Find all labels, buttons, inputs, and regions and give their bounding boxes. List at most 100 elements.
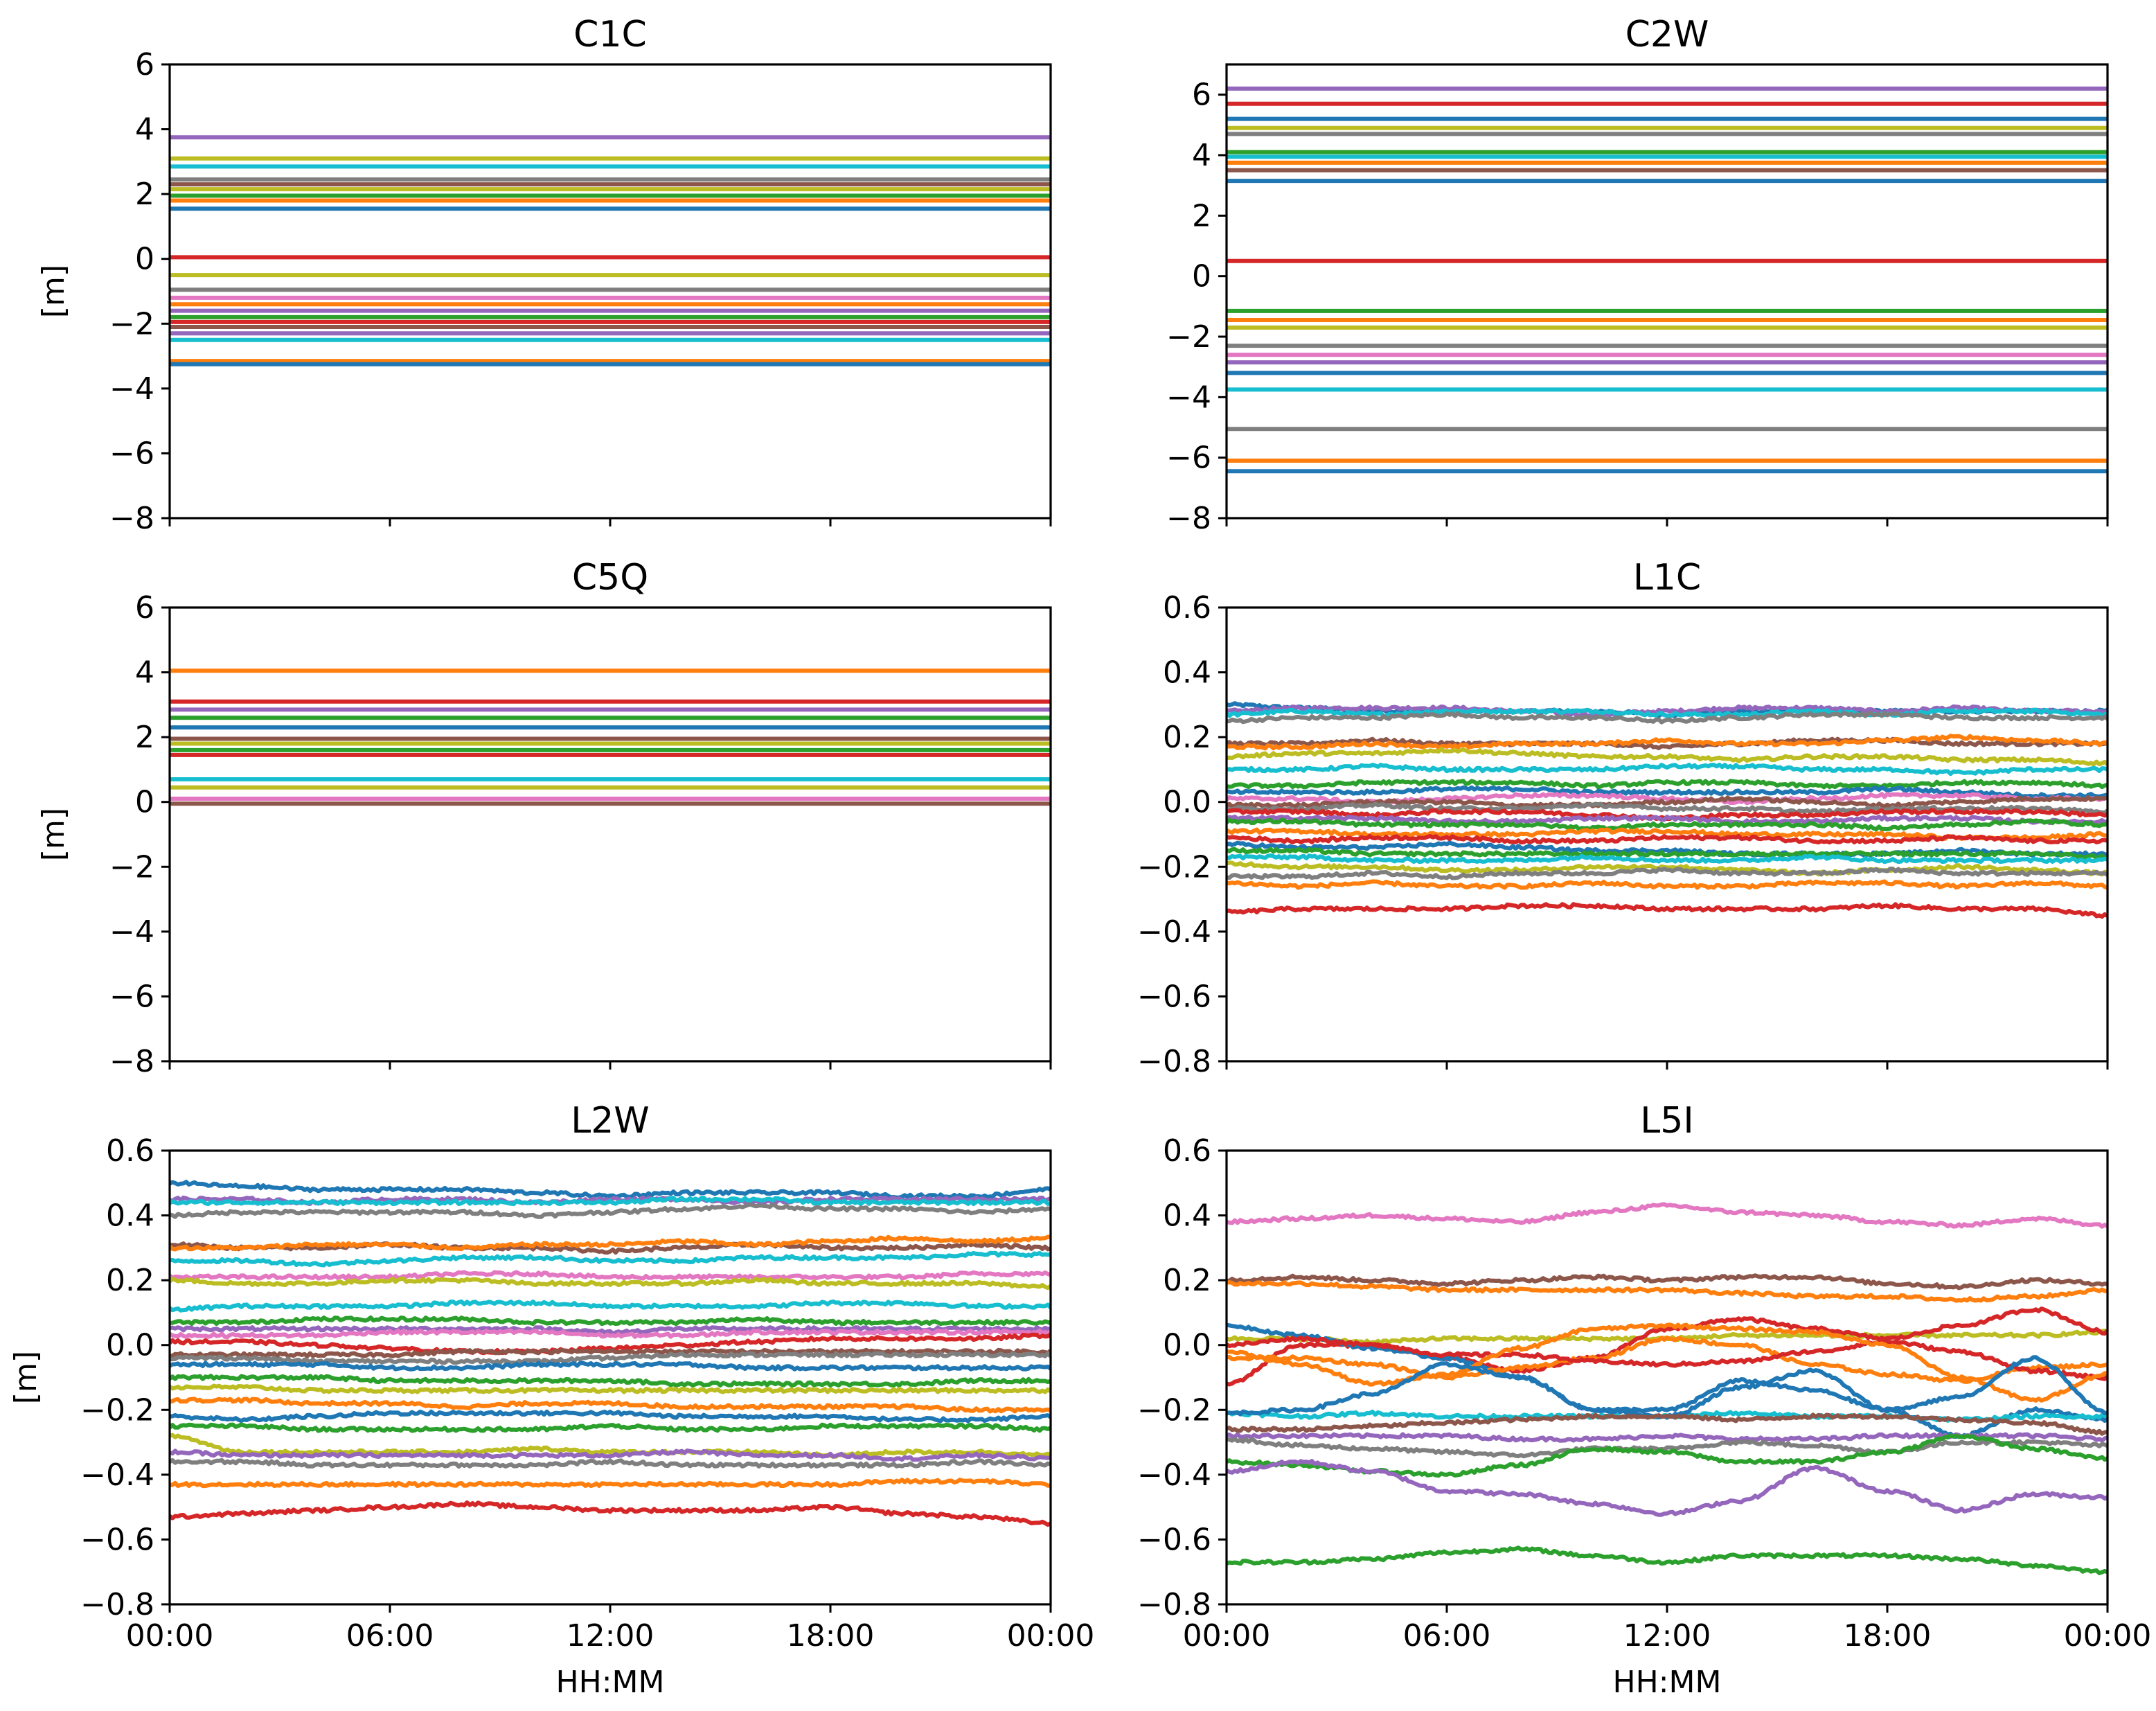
series-line-15 (1227, 814, 2108, 826)
series-line-20 (170, 1397, 1051, 1414)
y-tick-label: −0.6 (1137, 979, 1211, 1014)
series-line-7 (1227, 1335, 2108, 1384)
panel-c5q: 6 4 2 0 −2 −4 −6 −8 C5Q [m] (36, 557, 1052, 1079)
series-group (170, 1180, 1051, 1527)
y-tick-label: −6 (109, 436, 154, 471)
y-tick-label: 4 (1192, 138, 1211, 173)
series-line-17 (170, 1360, 1051, 1372)
y-tick-label: 0.2 (1163, 720, 1211, 755)
series-line-24 (1227, 879, 2108, 890)
y-tick-label: −6 (1166, 441, 1211, 476)
x-tick-label: 12:00 (1623, 1618, 1711, 1654)
series-line-1 (170, 1180, 1051, 1200)
y-tick-label: −0.4 (80, 1457, 154, 1493)
y-tick-label: 0.0 (1163, 1328, 1211, 1363)
series-line-12 (170, 1325, 1051, 1336)
y-tick-label: 0.4 (1163, 1198, 1211, 1234)
x-tick-label: 06:00 (346, 1618, 434, 1654)
panel-title: L2W (571, 1100, 649, 1142)
series-line-21 (1227, 853, 2108, 865)
panel-title: C1C (573, 14, 647, 55)
x-tick-label: 18:00 (787, 1618, 875, 1654)
series-line-3 (1227, 707, 2108, 718)
y-tick-label: 2 (135, 177, 154, 212)
series-line-25 (1227, 902, 2108, 919)
y-tick-label: 4 (135, 112, 154, 148)
series-line-2 (1227, 704, 2108, 718)
y-tick-label: 2 (135, 720, 154, 755)
y-tick-label: 6 (1192, 78, 1211, 113)
y-tick-label: 0.0 (106, 1328, 154, 1363)
x-axis-label: HH:MM (556, 1665, 665, 1700)
y-axis-label: [m] (36, 265, 71, 318)
y-tick-label: 2 (1192, 198, 1211, 233)
y-tick-label: 6 (135, 590, 154, 626)
y-tick-label: −2 (1166, 319, 1211, 355)
series-line-24 (170, 1448, 1051, 1462)
y-tick-label: −2 (109, 306, 154, 342)
series-line-16 (1227, 817, 2108, 832)
series-line-8 (170, 1270, 1051, 1281)
series-line-16 (1227, 1459, 2108, 1517)
series-line-14 (1227, 1437, 2108, 1459)
series-line-1 (1227, 1202, 2108, 1229)
x-tick-label: 00:00 (1183, 1618, 1271, 1654)
series-group (1227, 86, 2108, 474)
panel-title: L1C (1633, 557, 1701, 599)
series-line-9 (1227, 1322, 2108, 1403)
series-line-10 (1227, 785, 2108, 799)
y-tick-label: −0.8 (80, 1587, 154, 1622)
series-line-8 (1227, 763, 2108, 777)
y-tick-label: −0.2 (1137, 849, 1211, 885)
series-line-8 (1227, 1335, 2108, 1381)
x-axis-label: HH:MM (1613, 1665, 1722, 1700)
series-line-20 (1227, 846, 2108, 860)
series-line-18 (1227, 833, 2108, 845)
series-line-19 (170, 1383, 1051, 1394)
x-tick-label: 06:00 (1403, 1618, 1491, 1654)
series-line-17 (1227, 1545, 2108, 1575)
series-line-11 (170, 1315, 1051, 1327)
y-tick-label: −0.4 (1137, 914, 1211, 950)
series-line-13 (1227, 801, 2108, 815)
series-line-23 (1227, 867, 2108, 880)
series-line-7 (1227, 747, 2108, 767)
series-line-3 (170, 1196, 1051, 1207)
series-line-14 (170, 1332, 1051, 1356)
series-line-5 (170, 1241, 1051, 1255)
y-tick-label: 0.4 (1163, 655, 1211, 691)
y-tick-label: 0 (135, 242, 154, 277)
y-tick-label: −0.2 (80, 1392, 154, 1428)
series-line-23 (170, 1433, 1051, 1459)
y-tick-label: −6 (109, 979, 154, 1014)
y-axis-label: [m] (8, 1351, 44, 1404)
y-tick-label: 0.6 (106, 1133, 154, 1169)
x-tick-label: 18:00 (1844, 1618, 1932, 1654)
series-line-6 (170, 1234, 1051, 1252)
series-line-10 (170, 1299, 1051, 1313)
panel-l5i: 0.60.40.20.0−0.2−0.4−0.6−0.800:00 06:00 12… (1137, 1100, 2151, 1700)
y-tick-label: 0 (1192, 259, 1211, 294)
series-line-22 (1227, 860, 2108, 877)
series-line-12 (1227, 1412, 2108, 1436)
series-group (1227, 1202, 2108, 1575)
series-line-9 (170, 1277, 1051, 1291)
series-line-7 (170, 1250, 1051, 1268)
y-tick-label: 0.2 (106, 1263, 154, 1298)
series-line-4 (170, 1202, 1051, 1219)
series-line-5 (1227, 736, 2108, 750)
y-tick-label: −4 (109, 914, 154, 950)
series-line-9 (1227, 779, 2108, 790)
y-tick-label: −0.8 (1137, 1587, 1211, 1622)
x-tick-label: 00:00 (1007, 1618, 1095, 1654)
series-line-3 (1227, 1280, 2108, 1303)
panel-l1c: 0.6 0.4 0.2 0.0 −0.2 −0.4 −0.6 −0.8 L1C (1137, 557, 2109, 1079)
panel-c1c: 6 4 2 0 −2 −4 −6 −8 C1C [m] (36, 14, 1052, 536)
series-line-27 (170, 1500, 1051, 1527)
y-tick-label: 4 (135, 655, 154, 691)
series-group (1227, 701, 2108, 919)
series-line-6 (1227, 734, 2108, 751)
series-line-22 (170, 1422, 1051, 1433)
x-tick-label: 00:00 (126, 1618, 214, 1654)
y-tick-label: −0.2 (1137, 1392, 1211, 1428)
